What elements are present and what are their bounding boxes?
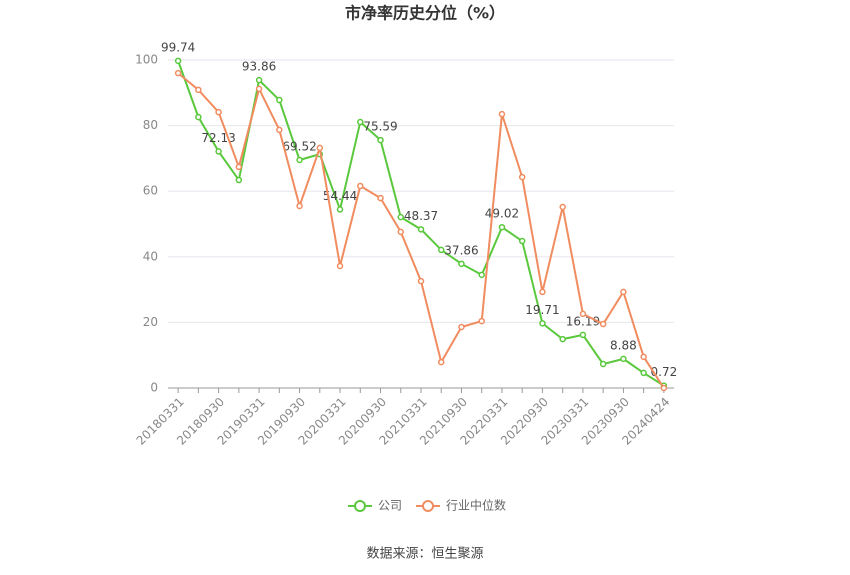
- data-point: [397, 228, 405, 236]
- data-point: [498, 223, 506, 231]
- data-point: [235, 176, 243, 184]
- y-tick-label: 100: [135, 53, 158, 67]
- data-point: [357, 182, 364, 190]
- data-point: [437, 246, 445, 254]
- data-label: 19.71: [525, 303, 559, 317]
- data-point: [174, 69, 182, 77]
- data-point: [195, 113, 202, 121]
- data-point: [255, 76, 263, 84]
- chart-title: 市净率历史分位（%）: [345, 4, 505, 23]
- legend-marker: [354, 500, 366, 512]
- data-point: [518, 237, 526, 245]
- data-point: [579, 310, 587, 318]
- data-label: 49.02: [485, 207, 519, 221]
- data-point: [498, 110, 506, 118]
- data-point: [255, 85, 263, 93]
- data-point: [579, 331, 587, 339]
- data-point: [417, 277, 425, 285]
- data-point: [377, 136, 384, 144]
- source-note: 数据来源：恒生聚源: [366, 547, 483, 562]
- data-point: [458, 260, 465, 268]
- data-point: [437, 358, 445, 366]
- data-point: [174, 57, 182, 65]
- data-point: [599, 320, 607, 328]
- data-label: 8.88: [610, 338, 637, 352]
- data-label: 37.86: [444, 243, 478, 257]
- data-point: [397, 213, 405, 221]
- series-line: [177, 60, 665, 387]
- y-tick-label: 0: [150, 381, 158, 395]
- data-point: [539, 320, 546, 327]
- data-point: [458, 323, 465, 331]
- data-point: [296, 156, 303, 164]
- data-point: [195, 86, 202, 94]
- data-point: [620, 355, 627, 363]
- data-point: [599, 360, 607, 368]
- y-tick-label: 60: [143, 184, 158, 198]
- data-point: [660, 384, 668, 392]
- data-point: [276, 96, 283, 104]
- data-point: [377, 194, 384, 202]
- data-point: [276, 126, 283, 134]
- data-point: [518, 173, 526, 181]
- y-tick-label: 80: [143, 118, 158, 132]
- data-label: 75.59: [363, 120, 397, 134]
- data-label: 69.52: [282, 139, 316, 153]
- data-point: [296, 202, 303, 210]
- data-point: [539, 288, 546, 296]
- legend-label: 行业中位数: [446, 498, 506, 513]
- data-label: 93.86: [242, 60, 276, 74]
- legend-label: 公司: [378, 499, 402, 513]
- data-point: [417, 226, 425, 233]
- data-point: [640, 369, 647, 377]
- legend-marker: [422, 500, 435, 512]
- data-point: [336, 206, 344, 213]
- data-point: [640, 353, 647, 361]
- y-tick-label: 40: [143, 249, 158, 263]
- data-label: 54.44: [323, 189, 357, 203]
- data-point: [215, 108, 222, 116]
- data-point: [357, 118, 364, 126]
- data-point: [336, 262, 344, 270]
- data-point: [478, 317, 485, 325]
- y-tick-label: 20: [143, 315, 158, 329]
- data-point: [559, 335, 566, 343]
- data-label: 99.74: [161, 40, 195, 54]
- data-label: 0.72: [651, 365, 678, 379]
- data-label: 48.37: [404, 209, 438, 223]
- data-point: [620, 288, 627, 296]
- data-point: [559, 203, 566, 211]
- data-point: [235, 163, 243, 171]
- data-point: [215, 148, 222, 155]
- data-point: [478, 271, 485, 279]
- data-point: [316, 144, 324, 152]
